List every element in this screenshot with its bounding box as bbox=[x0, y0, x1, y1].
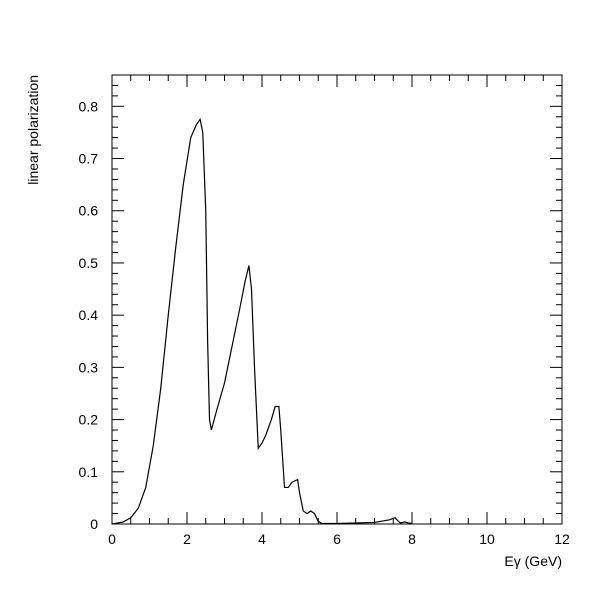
x-tick-label: 10 bbox=[479, 531, 495, 547]
y-tick-label: 0.2 bbox=[79, 412, 99, 428]
x-tick-label: 12 bbox=[554, 531, 570, 547]
y-tick-label: 0.4 bbox=[79, 307, 99, 323]
x-tick-label: 2 bbox=[183, 531, 191, 547]
x-tick-label: 6 bbox=[333, 531, 341, 547]
y-tick-label: 0.8 bbox=[79, 98, 99, 114]
x-tick-label: 4 bbox=[258, 531, 266, 547]
y-tick-label: 0.7 bbox=[79, 151, 99, 167]
y-tick-label: 0.5 bbox=[79, 255, 99, 271]
y-tick-label: 0.3 bbox=[79, 359, 99, 375]
y-tick-label: 0.6 bbox=[79, 203, 99, 219]
series-line bbox=[111, 117, 413, 525]
y-axis-ticks bbox=[112, 74, 562, 525]
x-axis-ticks bbox=[111, 75, 563, 524]
x-axis-tick-labels: 0 2 4 6 8 10 12 bbox=[108, 531, 570, 547]
x-tick-label: 0 bbox=[108, 531, 116, 547]
x-tick-label: 8 bbox=[408, 531, 416, 547]
x-axis-label: Eγ (GeV) bbox=[504, 553, 562, 569]
y-tick-label: 0.1 bbox=[79, 464, 99, 480]
y-axis-label: linear polarization bbox=[25, 75, 41, 185]
plot-frame bbox=[111, 74, 563, 525]
y-axis-tick-labels: 0 0.1 0.2 0.3 0.4 0.5 0.6 0.7 0.8 bbox=[79, 98, 99, 532]
y-tick-label: 0 bbox=[90, 516, 98, 532]
